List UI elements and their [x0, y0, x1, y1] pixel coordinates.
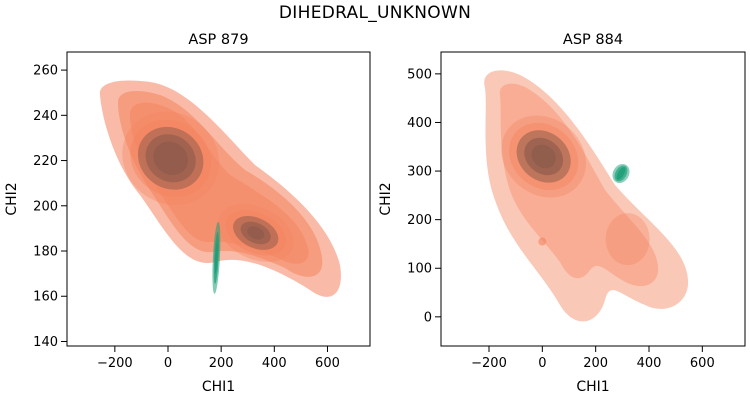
- y-tick-label: 300: [407, 165, 432, 180]
- density-contours: [484, 70, 689, 322]
- x-axis: −200 0 200 400 600: [471, 346, 715, 371]
- panel-title: ASP 884: [563, 32, 623, 48]
- density-ring-main: [153, 141, 189, 175]
- y-axis-label: CHI2: [378, 182, 394, 215]
- x-axis-label: CHI1: [202, 379, 235, 395]
- x-tick-label: 400: [262, 356, 287, 371]
- y-tick-label: 400: [407, 116, 432, 131]
- y-tick-label: 200: [407, 213, 432, 228]
- y-axis: 140 160 180 200 220 240 260: [33, 64, 67, 350]
- y-tick-label: 200: [33, 199, 58, 214]
- x-axis-label: CHI1: [576, 379, 609, 395]
- panel-asp-884: ASP 884 −200 0 200 400 600 0100200300400500 …: [378, 32, 746, 395]
- y-tick-label: 0: [424, 310, 432, 325]
- y-tick-label: 160: [33, 290, 58, 305]
- density-ring-main: [531, 144, 556, 169]
- figure-title: DIHEDRAL_UNKNOWN: [279, 3, 471, 23]
- panel-title: ASP 879: [188, 32, 248, 48]
- density-green: [616, 167, 626, 180]
- density-contours: [99, 80, 341, 297]
- y-tick-label: 220: [33, 154, 58, 169]
- panel-asp-879: ASP 879 −200 0 200 400 600 140 160 180 200 220 24…: [4, 32, 371, 395]
- x-tick-label: 200: [209, 356, 234, 371]
- y-axis: 0 100 200 300 400 500: [407, 67, 441, 325]
- x-tick-label: 200: [583, 356, 608, 371]
- y-tick-label: 500: [407, 67, 432, 82]
- x-tick-label: 400: [637, 356, 662, 371]
- x-tick-label: 0: [164, 356, 172, 371]
- y-tick-label: 260: [33, 64, 58, 79]
- density-ring-secondary: [247, 226, 265, 240]
- x-tick-label: 600: [690, 356, 715, 371]
- x-tick-label: 0: [538, 356, 546, 371]
- y-tick-label: 180: [33, 245, 58, 260]
- density-lobe-secondary: [605, 213, 650, 266]
- y-tick-label: 140: [33, 335, 58, 350]
- x-tick-label: 600: [315, 356, 340, 371]
- y-tick-label: 240: [33, 109, 58, 124]
- density-blob: [538, 237, 547, 246]
- y-axis-label: CHI2: [4, 182, 20, 215]
- x-axis: −200 0 200 400 600: [97, 346, 340, 371]
- x-tick-label: −200: [97, 356, 133, 371]
- y-tick-label: 100: [407, 262, 432, 277]
- plot-frame: [66, 51, 371, 347]
- x-tick-label: −200: [471, 356, 507, 371]
- density-green: [214, 241, 218, 274]
- plot-frame: [440, 51, 746, 347]
